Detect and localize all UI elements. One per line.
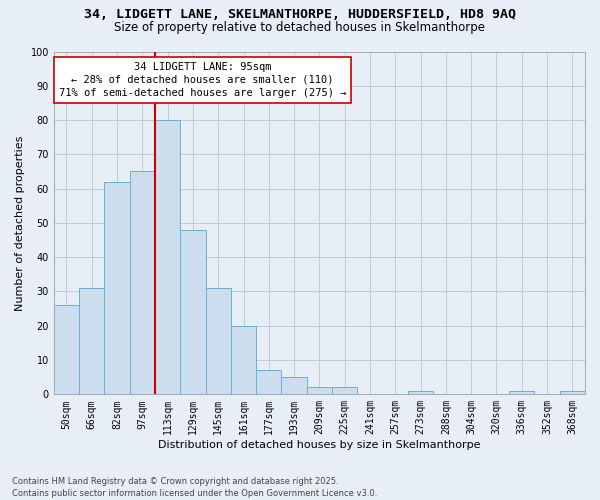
Bar	[509, 391, 535, 394]
Bar	[180, 230, 206, 394]
Text: Size of property relative to detached houses in Skelmanthorpe: Size of property relative to detached ho…	[115, 21, 485, 34]
Bar	[130, 172, 155, 394]
Bar	[231, 326, 256, 394]
Bar	[79, 288, 104, 395]
Bar	[256, 370, 281, 394]
Bar	[206, 288, 231, 395]
Y-axis label: Number of detached properties: Number of detached properties	[15, 135, 25, 310]
Bar	[104, 182, 130, 394]
Bar	[408, 391, 433, 394]
Text: 34 LIDGETT LANE: 95sqm
← 28% of detached houses are smaller (110)
71% of semi-de: 34 LIDGETT LANE: 95sqm ← 28% of detached…	[59, 62, 346, 98]
Bar	[332, 388, 358, 394]
X-axis label: Distribution of detached houses by size in Skelmanthorpe: Distribution of detached houses by size …	[158, 440, 481, 450]
Bar	[307, 388, 332, 394]
Text: Contains HM Land Registry data © Crown copyright and database right 2025.
Contai: Contains HM Land Registry data © Crown c…	[12, 476, 377, 498]
Bar	[281, 377, 307, 394]
Bar	[560, 391, 585, 394]
Bar	[155, 120, 180, 394]
Text: 34, LIDGETT LANE, SKELMANTHORPE, HUDDERSFIELD, HD8 9AQ: 34, LIDGETT LANE, SKELMANTHORPE, HUDDERS…	[84, 8, 516, 20]
Bar	[54, 305, 79, 394]
